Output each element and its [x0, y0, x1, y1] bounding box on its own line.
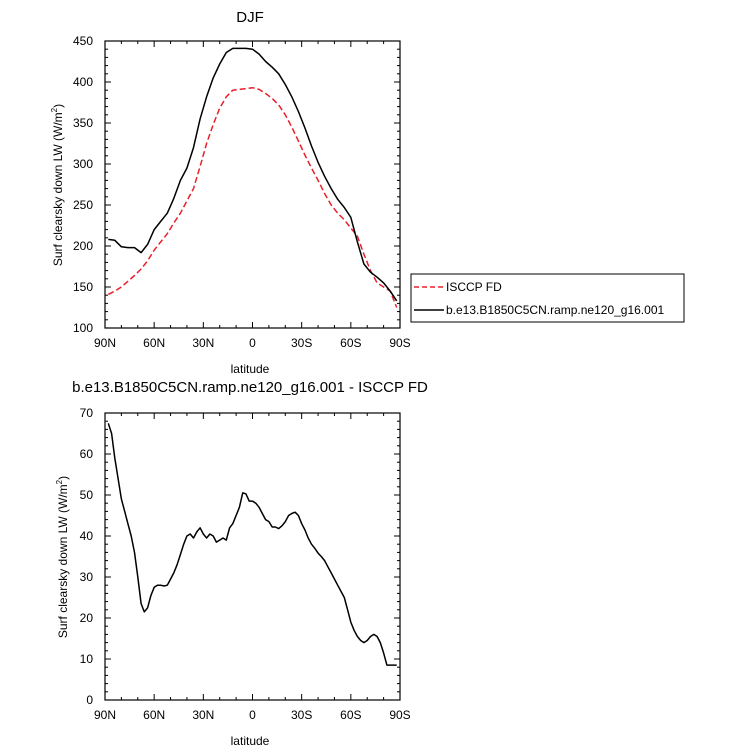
top-series-line-1 — [108, 47, 398, 302]
bottom-y-tick-label: 10 — [80, 652, 94, 666]
top-x-tick-label: 0 — [249, 336, 256, 350]
bottom-x-tick-label: 60S — [340, 708, 361, 722]
bottom-y-tick-label: 60 — [80, 447, 94, 461]
bottom-x-axis-label: latitude — [231, 734, 270, 748]
top-x-axis-label: latitude — [231, 362, 270, 376]
top-y-tick-label: 100 — [73, 321, 93, 335]
bottom-y-tick-label: 40 — [80, 529, 94, 543]
top-x-tick-label: 90S — [389, 336, 410, 350]
top-y-axis-label: Surf clearsky down LW (W/m2) — [50, 104, 65, 266]
bottom-x-tick-label: 30N — [192, 708, 214, 722]
bottom-panel: b.e13.B1850C5CN.ramp.ne120_g16.001 - ISC… — [55, 379, 428, 748]
top-y-tick-label: 450 — [73, 34, 93, 48]
bottom-y-tick-label: 20 — [80, 611, 94, 625]
legend-label-model: b.e13.B1850C5CN.ramp.ne120_g16.001 — [446, 303, 664, 317]
bottom-plot-frame — [104, 412, 401, 701]
bottom-y-axis-label: Surf clearsky down LW (W/m2) — [55, 476, 70, 638]
bottom-x-tick-label: 90S — [389, 708, 410, 722]
bottom-y-tick-label: 0 — [86, 693, 93, 707]
bottom-y-label-sup: 2 — [55, 479, 64, 484]
top-x-tick-label: 60N — [143, 336, 165, 350]
top-x-tick-label: 60S — [340, 336, 361, 350]
bottom-y-tick-label: 50 — [80, 488, 94, 502]
top-y-tick-label: 400 — [73, 75, 93, 89]
bottom-x-tick-label: 30S — [291, 708, 312, 722]
top-plot-area: 90N 60N 30N 0 30S 60S 90S 100 150 200 250 300 350 400… — [73, 34, 411, 350]
top-y-tick-label: 250 — [73, 198, 93, 212]
top-chart-title: DJF — [236, 9, 264, 26]
top-x-tick-label: 90N — [94, 336, 116, 350]
top-x-tick-label: 30N — [192, 336, 214, 350]
top-x-tick-label: 30S — [291, 336, 312, 350]
bottom-x-tick-label: 90N — [94, 708, 116, 722]
bottom-y-tick-label: 70 — [80, 406, 94, 420]
bottom-chart-title: b.e13.B1850C5CN.ramp.ne120_g16.001 - ISC… — [72, 379, 428, 396]
bottom-series-line-0 — [107, 423, 397, 666]
bottom-y-tick-label: 30 — [80, 570, 94, 584]
top-y-tick-label: 150 — [73, 280, 93, 294]
legend: ISCCP FD b.e13.B1850C5CN.ramp.ne120_g16.… — [410, 273, 685, 323]
top-y-tick-label: 300 — [73, 157, 93, 171]
legend-label-isccp: ISCCP FD — [446, 280, 502, 294]
legend-box — [410, 273, 685, 323]
bottom-y-label-base: Surf clearsky down LW (W/m — [56, 484, 70, 638]
bottom-x-tick-label: 60N — [143, 708, 165, 722]
top-y-tick-label: 350 — [73, 116, 93, 130]
bottom-y-label-tail: ) — [56, 476, 70, 480]
bottom-plot-area: 90N 60N 30N 0 30S 60S 90S 0 10 20 30 40 50 60 70 — [80, 406, 411, 722]
top-series-line-0 — [107, 86, 398, 308]
top-plot-frame — [104, 40, 401, 329]
top-y-tick-label: 200 — [73, 239, 93, 253]
top-panel: DJF 90N 60N 30N 0 30S 60S 90S 100 150 200 250 300 35… — [50, 9, 411, 376]
top-y-label-sup: 2 — [50, 107, 59, 112]
bottom-x-tick-label: 0 — [249, 708, 256, 722]
top-y-label-tail: ) — [51, 104, 65, 108]
top-y-label-base: Surf clearsky down LW (W/m — [51, 112, 65, 266]
